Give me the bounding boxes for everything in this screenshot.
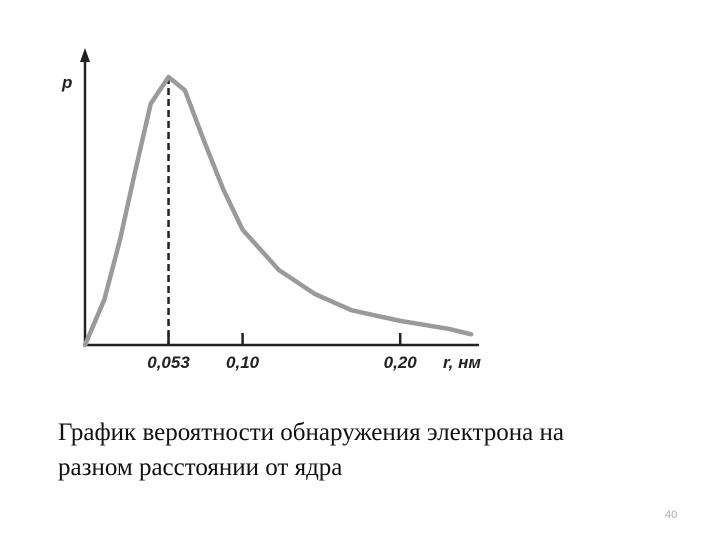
page-number: 40 xyxy=(665,509,677,521)
x-axis-label: r, нм xyxy=(443,353,481,372)
caption-line: График вероятности обнаружения электрона… xyxy=(58,419,564,446)
y-axis-arrow xyxy=(80,48,90,62)
x-tick-label: 0,053 xyxy=(147,353,190,372)
y-axis-label: p xyxy=(61,73,72,92)
curve xyxy=(82,74,474,348)
caption-line: разном расстоянии от ядра xyxy=(58,454,342,481)
x-tick-label: 0,10 xyxy=(226,353,260,372)
x-tick-label: 0,20 xyxy=(384,353,418,372)
